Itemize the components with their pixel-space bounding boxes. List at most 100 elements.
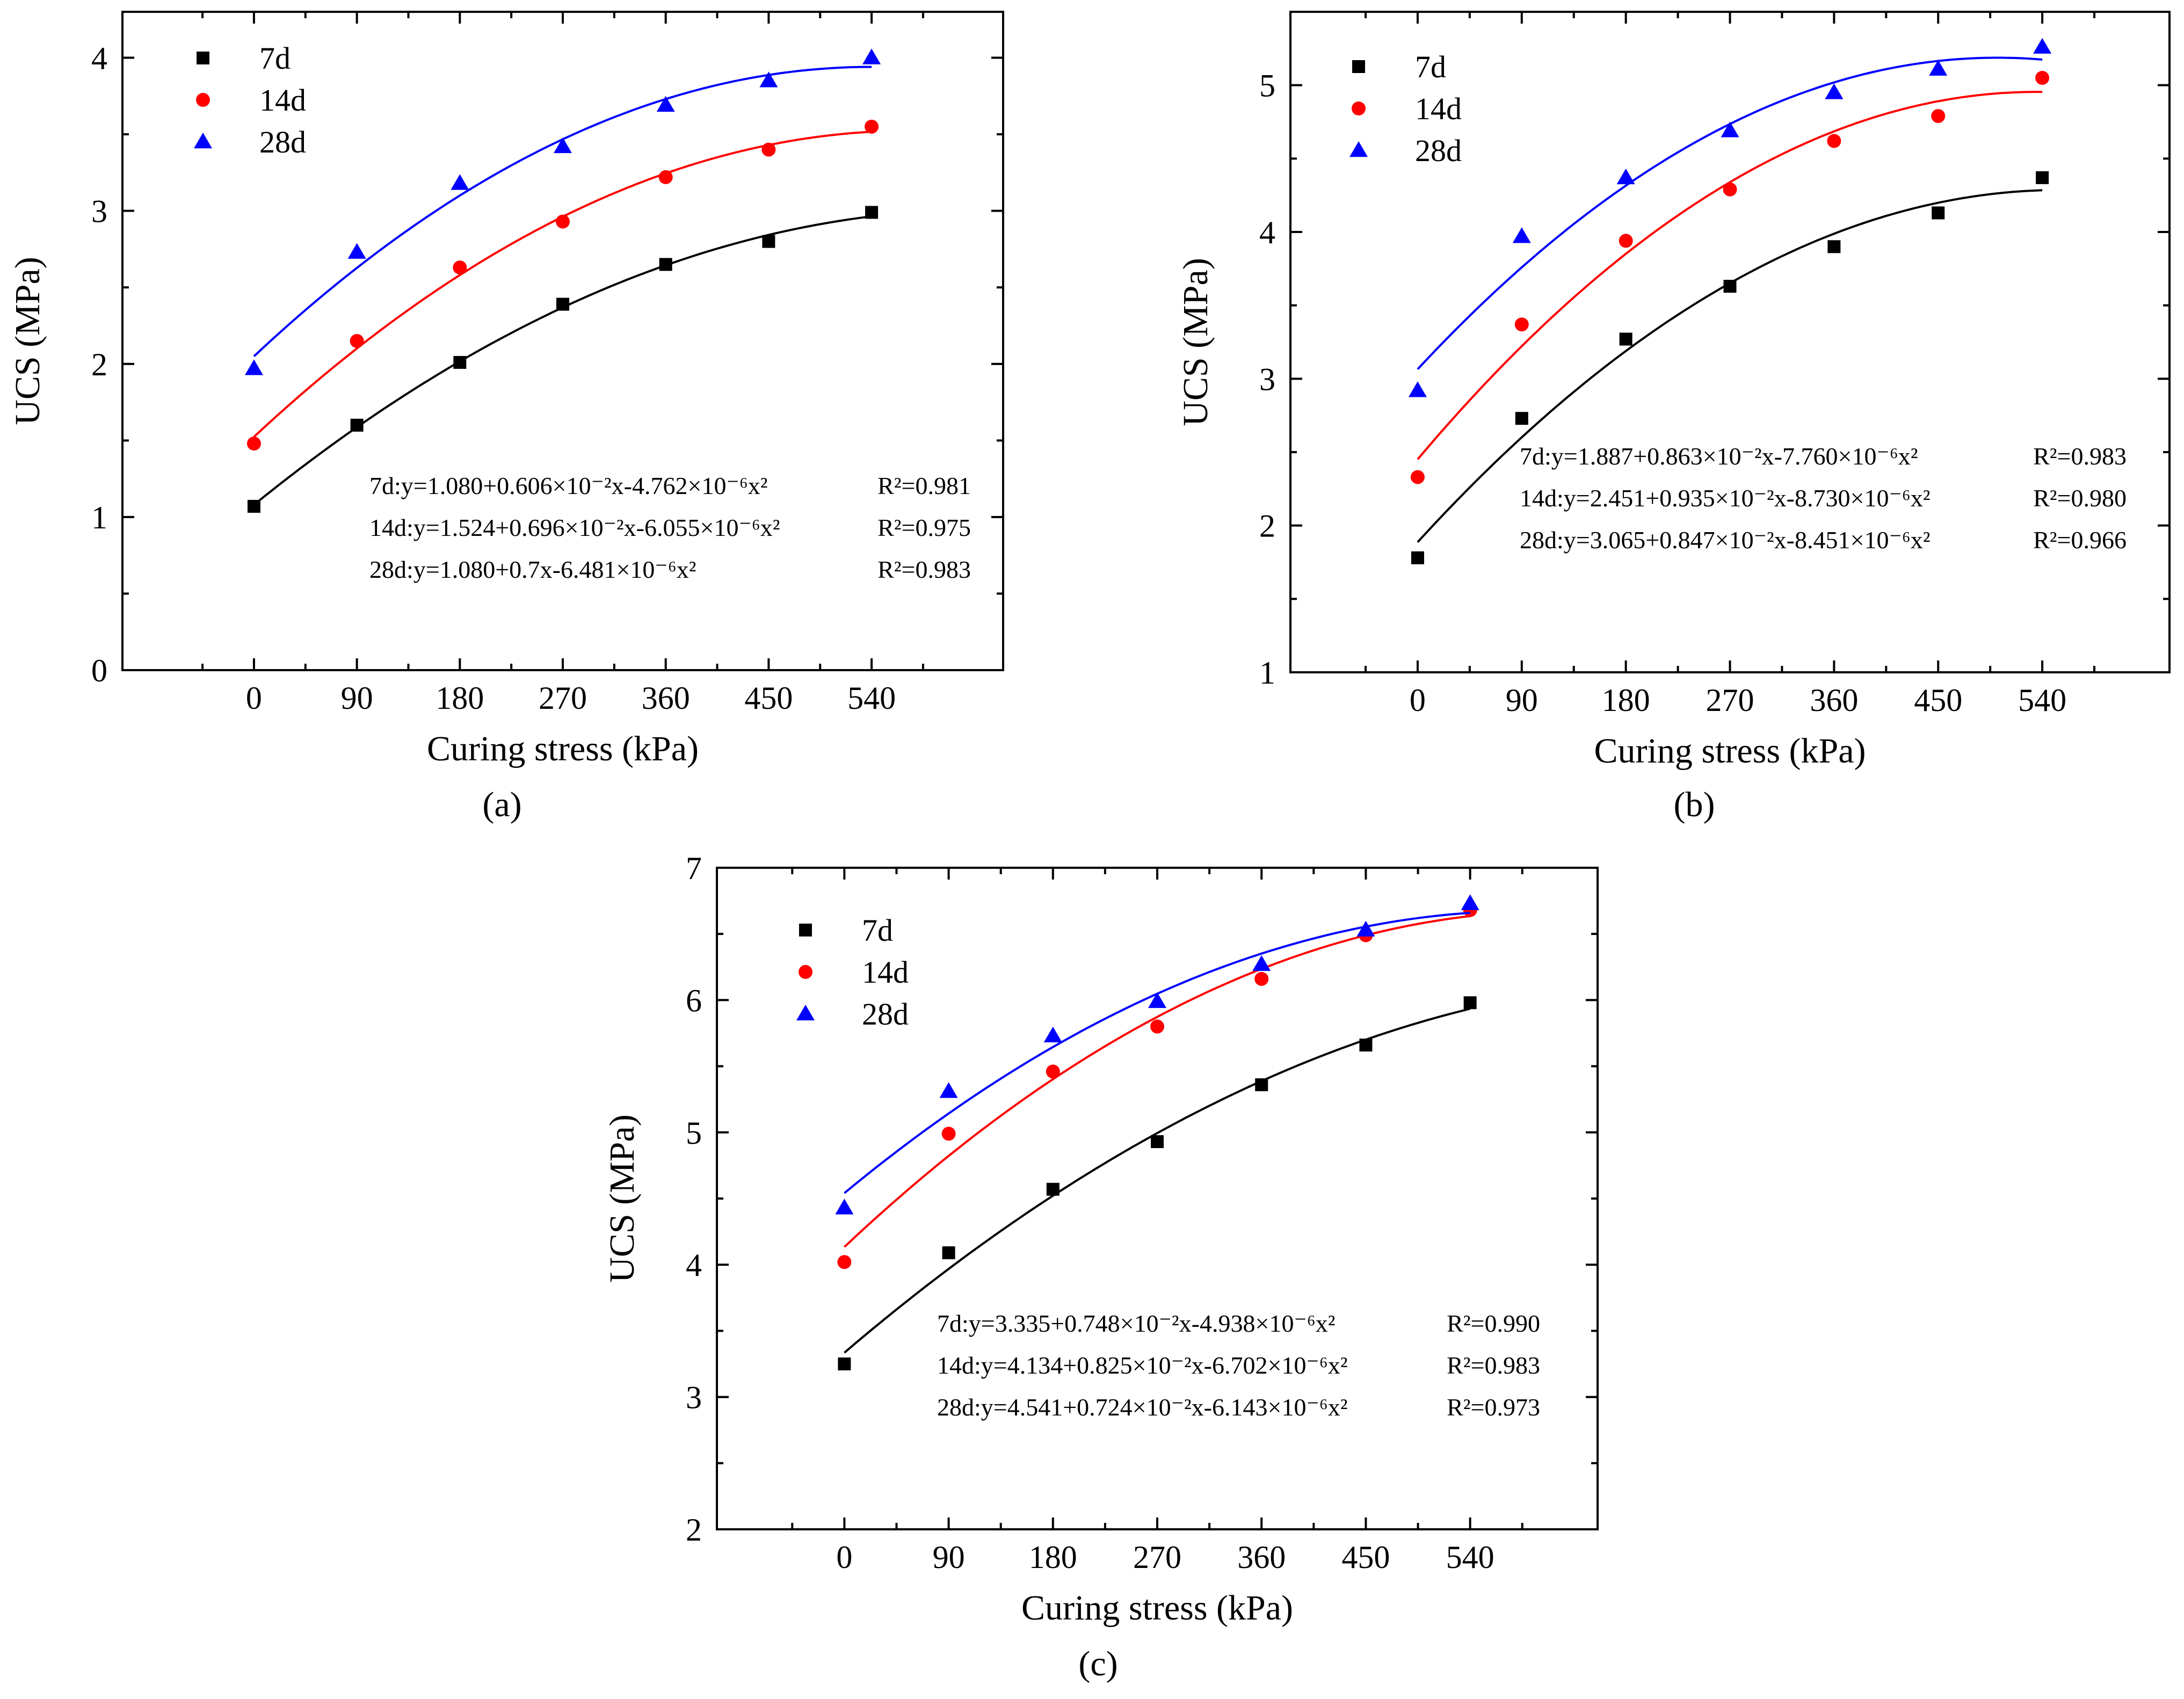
equation-body: y=3.065+0.847×10⁻²x-8.451×10⁻⁶x² [1564,526,1931,554]
legend-marker-7d [1352,60,1365,73]
data-point-7d [1932,206,1945,220]
data-point-28d [451,174,469,190]
x-tick-label: 180 [436,680,484,716]
x-tick-label: 360 [1810,682,1858,718]
data-point-7d [1359,1039,1373,1052]
chart-panel-a: 0 90 180 270 360 450 540 0 1 2 3 4 Curing stress (kP… [8,11,1004,824]
equation-body: y=1.524+0.696×10⁻²x-6.055×10⁻⁶x² [413,514,780,541]
fit-curve-28d [1417,56,2043,370]
data-point-7d [247,499,260,513]
y-tick-label: 4 [686,1247,702,1283]
data-point-28d [1825,83,1844,99]
legend-label-14d: 14d [862,955,909,990]
x-axis-title: Curing stress (kPa) [427,729,699,768]
x-tick-label: 540 [847,680,896,716]
data-point-7d [1411,551,1424,564]
y-tick-label: 2 [1259,509,1275,544]
legend-marker-14d [1352,101,1366,115]
equation-prefix: 14d: [369,514,413,541]
data-point-14d [1410,470,1425,484]
chart-panel-b: 0 90 180 270 360 450 540 1 2 3 4 5 Curing stress (kP… [1176,11,2171,824]
legend-label-7d: 7d [862,913,893,948]
fit-curve-28d [253,66,872,357]
data-point-28d [1721,121,1739,137]
fit-equation-28d: 28d:y=3.065+0.847×10⁻²x-8.451×10⁻⁶x² [1520,526,1931,554]
equation-prefix: 7d: [937,1310,969,1337]
data-point-7d [350,418,364,432]
data-point-14d [1931,109,1946,124]
data-point-28d [1461,894,1479,910]
equation-body: y=1.080+0.7x-6.481×10⁻⁶x² [413,556,696,583]
data-point-7d [1619,332,1632,346]
data-point-28d [2033,38,2052,54]
r-squared-7d: R²=0.981 [877,472,971,499]
data-point-7d [556,297,569,311]
r-squared-14d: R²=0.983 [1447,1352,1540,1379]
x-tick-label: 360 [1237,1540,1286,1575]
x-tick-label: 540 [1446,1540,1494,1575]
legend-label-28d: 28d [259,125,306,159]
equation-body: y=4.134+0.825×10⁻²x-6.702×10⁻⁶x² [981,1352,1348,1379]
y-tick-label: 2 [91,347,107,382]
data-point-7d [659,258,672,271]
fit-curve-7d [844,1007,1471,1354]
legend-marker-7d [197,52,209,64]
legend-marker-28d [1349,141,1368,157]
fit-equation-14d: 14d:y=2.451+0.935×10⁻²x-8.730×10⁻⁶x² [1520,484,1931,512]
y-axis-title: UCS (MPa) [603,1114,642,1283]
data-point-7d [453,355,467,369]
equation-body: y=1.080+0.606×10⁻²x-4.762×10⁻⁶x² [401,472,768,499]
fit-equation-28d: 28d:y=1.080+0.7x-6.481×10⁻⁶x² [369,556,696,583]
data-point-28d [1356,920,1375,937]
fit-curve-14d [1417,91,2043,460]
legend-label-7d: 7d [259,41,291,76]
plot-frame [716,867,1599,1530]
data-point-7d [1255,1078,1268,1092]
y-tick-label: 4 [1259,215,1275,250]
x-tick-label: 0 [836,1540,852,1575]
data-point-28d [939,1082,958,1098]
legend-label-14d: 14d [259,83,306,118]
data-point-14d [2035,71,2050,85]
data-point-14d [246,437,261,451]
x-axis-title: Curing stress (kPa) [1594,731,1866,771]
y-tick-label: 2 [686,1512,702,1548]
y-axis-title: UCS (MPa) [1176,258,1215,426]
data-point-7d [838,1357,851,1370]
panel-label: (a) [482,785,521,824]
x-tick-label: 450 [1341,1540,1390,1575]
y-tick-label: 5 [1259,68,1275,104]
x-tick-label: 270 [539,680,587,716]
data-point-14d [453,260,467,275]
equation-prefix: 14d: [937,1352,981,1379]
r-squared-14d: R²=0.975 [877,514,971,541]
data-point-7d [2036,171,2049,184]
x-tick-label: 270 [1706,682,1754,718]
data-point-28d [347,243,366,259]
y-tick-label: 1 [1259,655,1275,691]
data-point-7d [1515,412,1528,425]
data-point-14d [865,119,879,134]
data-point-14d [941,1127,956,1141]
x-tick-label: 90 [341,680,373,716]
data-point-14d [1514,317,1529,332]
y-tick-label: 3 [686,1380,702,1415]
equation-prefix: 7d: [1520,442,1551,470]
equation-prefix: 28d: [369,556,413,583]
x-tick-label: 270 [1133,1540,1181,1575]
data-point-7d [1723,280,1737,293]
fit-equation-7d: 7d:y=3.335+0.748×10⁻²x-4.938×10⁻⁶x² [937,1310,1336,1337]
x-axis-title: Curing stress (kPa) [1021,1588,1293,1628]
data-point-14d [1723,182,1737,197]
data-point-14d [350,334,364,348]
r-squared-28d: R²=0.973 [1447,1393,1540,1421]
data-point-14d [1827,134,1841,148]
y-tick-label: 4 [91,41,107,76]
x-tick-label: 180 [1029,1540,1077,1575]
equation-prefix: 7d: [369,472,401,499]
equation-body: y=2.451+0.935×10⁻²x-8.730×10⁻⁶x² [1564,484,1931,512]
x-tick-label: 90 [1506,682,1538,718]
data-point-7d [1463,996,1477,1010]
data-point-28d [1512,227,1531,243]
equation-prefix: 28d: [937,1393,981,1421]
